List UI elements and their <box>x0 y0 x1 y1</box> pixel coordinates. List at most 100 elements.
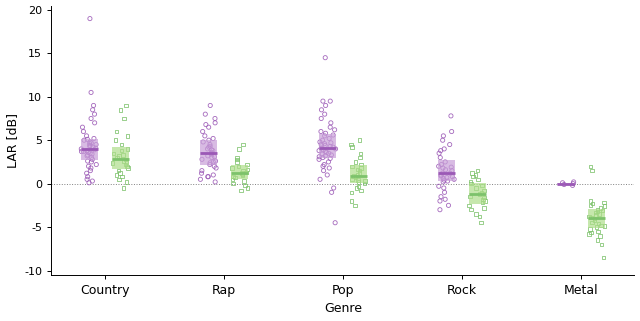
Point <box>476 220 486 225</box>
Point <box>84 141 95 146</box>
Point <box>88 103 99 108</box>
Point <box>326 120 336 126</box>
Point <box>121 159 131 164</box>
Point <box>330 127 340 132</box>
Point <box>242 162 252 167</box>
Point <box>468 174 478 179</box>
Point <box>568 179 579 185</box>
Point <box>478 197 488 202</box>
Point <box>196 171 207 176</box>
Point <box>204 138 214 143</box>
Point <box>593 229 604 234</box>
Point <box>118 152 128 158</box>
Point <box>464 203 474 208</box>
Point <box>195 177 205 182</box>
Point <box>475 192 485 197</box>
Point <box>444 203 454 208</box>
Point <box>113 168 124 173</box>
Point <box>470 172 481 178</box>
Point <box>447 129 457 134</box>
FancyBboxPatch shape <box>588 209 605 228</box>
Point <box>595 233 605 238</box>
Point <box>325 156 335 161</box>
Point <box>471 186 481 191</box>
Point <box>351 159 361 164</box>
Point <box>86 116 96 121</box>
Point <box>79 138 89 143</box>
Point <box>466 207 476 212</box>
Point <box>86 159 97 164</box>
Point <box>316 107 326 112</box>
Point <box>209 164 220 169</box>
Point <box>477 190 487 195</box>
Point <box>314 154 324 159</box>
FancyBboxPatch shape <box>557 183 573 185</box>
Point <box>442 175 452 180</box>
Point <box>208 159 218 164</box>
Point <box>115 107 125 112</box>
Point <box>328 144 339 150</box>
Point <box>320 55 330 60</box>
FancyBboxPatch shape <box>438 160 454 181</box>
Point <box>319 162 329 167</box>
Point <box>87 178 97 184</box>
Point <box>445 171 455 176</box>
Point <box>76 149 86 154</box>
Point <box>325 125 335 130</box>
Point <box>198 129 208 134</box>
Point <box>346 142 356 147</box>
Point <box>442 178 452 184</box>
Point <box>123 165 133 170</box>
Point <box>88 107 98 112</box>
Point <box>328 186 339 191</box>
Point <box>351 175 361 180</box>
Point <box>206 151 216 156</box>
Point <box>440 197 451 202</box>
Point <box>596 223 606 228</box>
Point <box>208 136 218 141</box>
Point <box>589 216 600 221</box>
Point <box>318 147 328 152</box>
Point <box>466 181 476 186</box>
Point <box>467 171 477 176</box>
Point <box>353 178 364 183</box>
Point <box>211 165 221 170</box>
Point <box>83 174 93 179</box>
Point <box>211 159 221 164</box>
Point <box>205 103 216 108</box>
Point <box>316 116 326 121</box>
Point <box>436 173 446 178</box>
Point <box>207 155 217 160</box>
Point <box>316 142 326 147</box>
Point <box>599 224 609 229</box>
Point <box>353 184 364 189</box>
Point <box>82 177 92 182</box>
Point <box>204 144 214 150</box>
Point <box>356 165 366 170</box>
Point <box>439 178 449 183</box>
Point <box>598 255 609 260</box>
Point <box>438 138 448 143</box>
FancyBboxPatch shape <box>469 183 486 204</box>
Point <box>436 172 446 178</box>
Point <box>587 168 597 173</box>
Point <box>586 215 596 220</box>
Point <box>434 151 444 156</box>
Point <box>586 164 596 169</box>
Point <box>584 231 594 237</box>
Point <box>118 186 129 191</box>
Point <box>446 165 456 170</box>
Point <box>121 179 131 185</box>
FancyBboxPatch shape <box>81 139 97 160</box>
Point <box>84 144 95 149</box>
X-axis label: Genre: Genre <box>324 302 362 316</box>
Point <box>593 221 604 226</box>
Point <box>81 148 92 153</box>
Point <box>349 173 359 178</box>
Point <box>209 154 220 159</box>
Point <box>470 212 481 217</box>
Point <box>84 180 94 185</box>
Point <box>234 146 244 152</box>
Point <box>328 133 338 138</box>
Point <box>597 208 607 213</box>
